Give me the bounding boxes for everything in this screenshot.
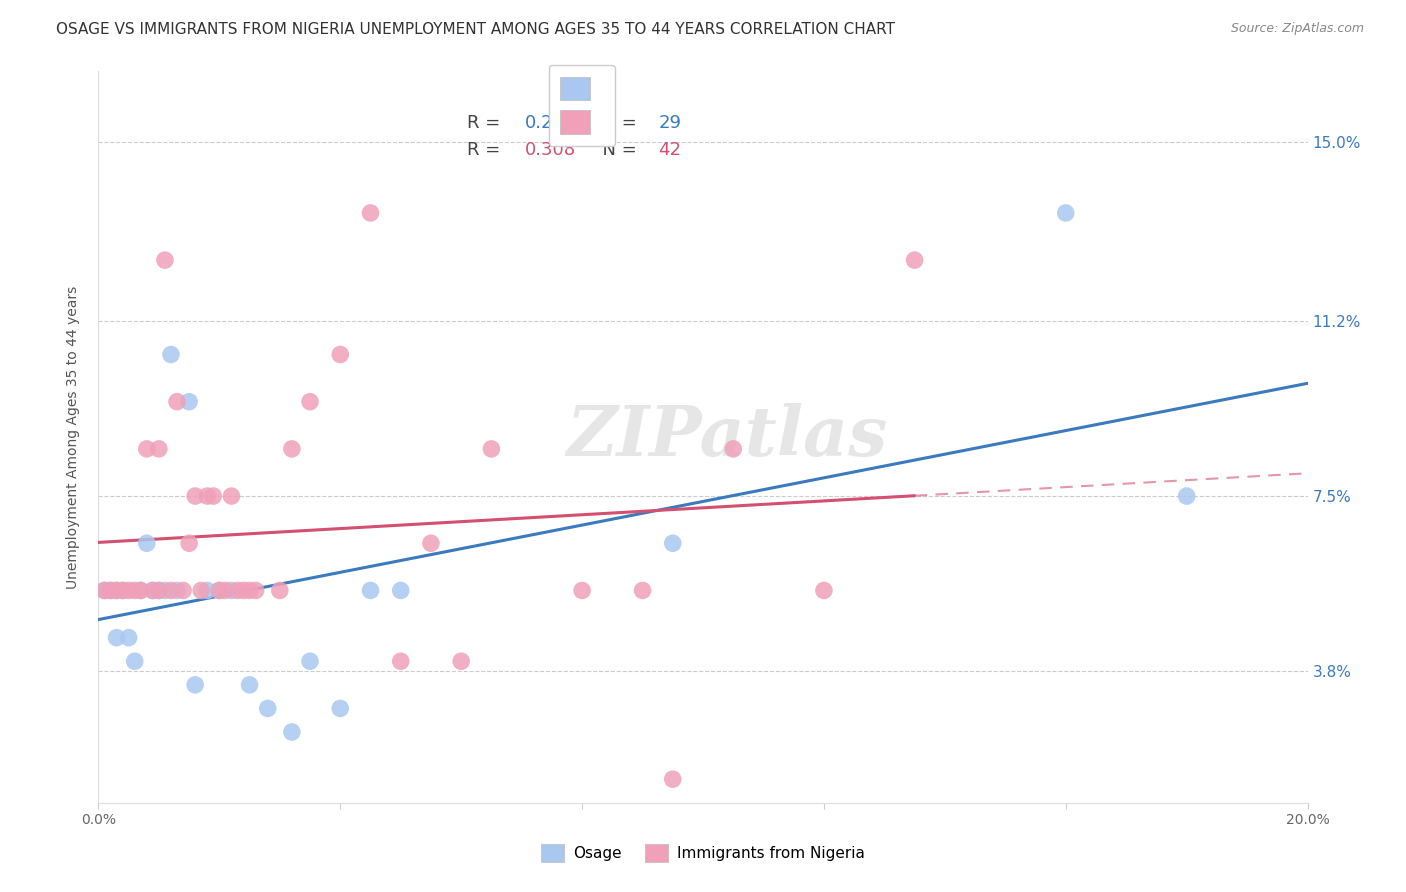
Point xyxy=(111,583,134,598)
Text: 29: 29 xyxy=(658,114,682,132)
Point xyxy=(281,725,304,739)
Point xyxy=(129,583,152,598)
Point xyxy=(105,583,128,598)
Point xyxy=(269,583,291,598)
Point xyxy=(166,583,188,598)
Point xyxy=(148,583,170,598)
Point xyxy=(214,583,236,598)
Point xyxy=(1054,206,1077,220)
Point xyxy=(124,583,146,598)
Point xyxy=(813,583,835,598)
Point xyxy=(256,701,278,715)
Point xyxy=(723,442,745,456)
Point xyxy=(389,654,412,668)
Text: N =: N = xyxy=(591,141,643,159)
Point xyxy=(195,489,218,503)
Point xyxy=(135,442,157,456)
Point xyxy=(142,583,165,598)
Point xyxy=(329,701,352,715)
Point xyxy=(124,654,146,668)
Text: ZIPatlas: ZIPatlas xyxy=(567,403,887,471)
Point xyxy=(360,206,382,220)
Point xyxy=(329,347,352,361)
Text: R =: R = xyxy=(467,114,506,132)
Point xyxy=(179,394,201,409)
Point xyxy=(239,678,262,692)
Point xyxy=(184,489,207,503)
Point xyxy=(148,442,170,456)
Point xyxy=(245,583,267,598)
Point xyxy=(389,583,412,598)
Point xyxy=(129,583,152,598)
Point xyxy=(299,654,322,668)
Point xyxy=(481,442,503,456)
Y-axis label: Unemployment Among Ages 35 to 44 years: Unemployment Among Ages 35 to 44 years xyxy=(66,285,80,589)
Point xyxy=(661,772,683,787)
Point xyxy=(661,536,683,550)
Point xyxy=(221,489,243,503)
Point xyxy=(166,394,188,409)
Point xyxy=(1175,489,1198,503)
Text: 0.308: 0.308 xyxy=(526,141,576,159)
Point xyxy=(93,583,115,598)
Point xyxy=(208,583,231,598)
Point xyxy=(190,583,212,598)
Point xyxy=(360,583,382,598)
Point xyxy=(195,583,218,598)
Point xyxy=(153,583,176,598)
Point xyxy=(232,583,254,598)
Point xyxy=(118,583,141,598)
Point xyxy=(184,678,207,692)
Point xyxy=(148,583,170,598)
Point xyxy=(100,583,122,598)
Point xyxy=(118,631,141,645)
Legend: Osage, Immigrants from Nigeria: Osage, Immigrants from Nigeria xyxy=(536,838,870,868)
Text: 42: 42 xyxy=(658,141,682,159)
Point xyxy=(160,583,183,598)
Point xyxy=(571,583,593,598)
Point xyxy=(153,253,176,268)
Point xyxy=(631,583,654,598)
Point xyxy=(904,253,927,268)
Point xyxy=(135,536,157,550)
Point xyxy=(100,583,122,598)
Text: 0.285: 0.285 xyxy=(526,114,576,132)
Point xyxy=(450,654,472,668)
Point xyxy=(111,583,134,598)
Point xyxy=(221,583,243,598)
Point xyxy=(420,536,443,550)
Point xyxy=(226,583,249,598)
Text: OSAGE VS IMMIGRANTS FROM NIGERIA UNEMPLOYMENT AMONG AGES 35 TO 44 YEARS CORRELAT: OSAGE VS IMMIGRANTS FROM NIGERIA UNEMPLO… xyxy=(56,22,896,37)
Point xyxy=(105,583,128,598)
Text: N =: N = xyxy=(591,114,643,132)
Point xyxy=(179,536,201,550)
Point xyxy=(142,583,165,598)
Point xyxy=(160,347,183,361)
Point xyxy=(172,583,194,598)
Point xyxy=(281,442,304,456)
Text: R =: R = xyxy=(467,141,506,159)
Point xyxy=(202,489,225,503)
Point xyxy=(208,583,231,598)
Point xyxy=(105,631,128,645)
Point xyxy=(299,394,322,409)
Text: Source: ZipAtlas.com: Source: ZipAtlas.com xyxy=(1230,22,1364,36)
Point xyxy=(93,583,115,598)
Point xyxy=(239,583,262,598)
